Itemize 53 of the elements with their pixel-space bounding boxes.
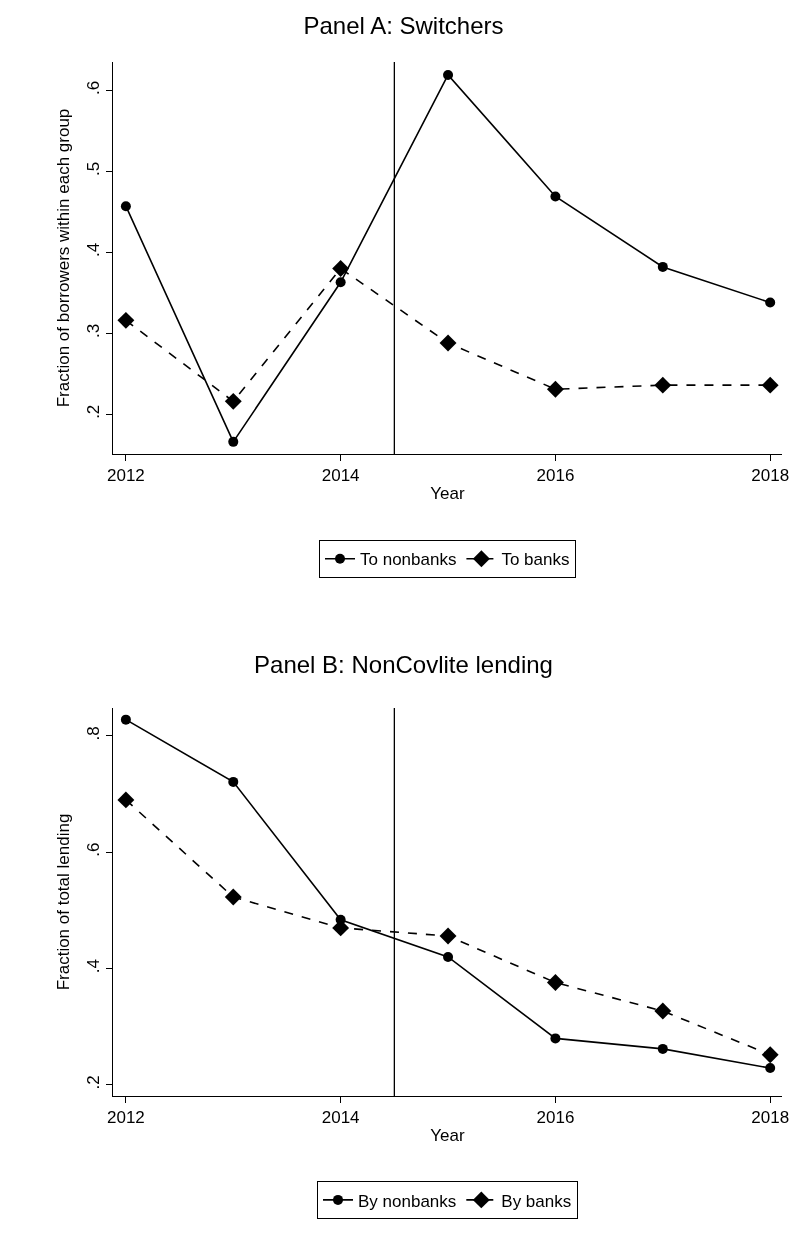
y-tick-label: .3: [84, 323, 104, 338]
x-tick-label: 2014: [321, 466, 360, 486]
point: [546, 380, 564, 398]
y-tick-label: .4: [84, 958, 104, 974]
x-axis-title: Year: [430, 1125, 466, 1145]
x-tick-label: 2018: [751, 466, 790, 486]
y-tick-label: .6: [84, 842, 104, 857]
point: [120, 201, 131, 212]
point: [439, 927, 457, 945]
point: [228, 776, 239, 787]
point: [546, 974, 564, 992]
point: [654, 1002, 672, 1020]
point: [761, 1046, 779, 1064]
point: [335, 277, 346, 288]
point: [657, 1043, 668, 1054]
x-axis-title: Year: [430, 483, 466, 503]
y-tick-label: .8: [84, 726, 104, 741]
x-tick-label: 2016: [536, 1108, 575, 1128]
point: [443, 69, 454, 80]
legend-label: To nonbanks: [360, 550, 457, 570]
point: [550, 191, 561, 202]
legend-label: By nonbanks: [358, 1191, 457, 1211]
y-tick-label: .5: [84, 161, 104, 176]
y-tick-label: .2: [84, 1075, 104, 1090]
legend-label: To banks: [501, 550, 570, 570]
y-axis-title: Fraction of total lending: [53, 813, 73, 991]
chart-title: Panel A: Switchers: [303, 11, 504, 39]
x-tick-label: 2018: [751, 1108, 790, 1128]
y-axis-title: Fraction of borrowers within each group: [53, 108, 73, 408]
legend-label: By banks: [501, 1191, 572, 1211]
point: [550, 1033, 561, 1044]
point: [120, 714, 131, 725]
point: [117, 791, 135, 809]
y-tick-label: .2: [84, 404, 104, 419]
x-tick-label: 2016: [536, 466, 575, 486]
y-tick-label: .4: [84, 242, 104, 257]
point: [654, 376, 672, 394]
point: [224, 888, 242, 906]
point: [657, 261, 668, 272]
chart-title: Panel B: NonCovlite lending: [254, 651, 553, 679]
y-tick-label: .6: [84, 80, 104, 95]
point: [765, 1063, 776, 1074]
point: [761, 376, 779, 394]
x-tick-label: 2012: [106, 466, 145, 486]
point: [224, 392, 242, 410]
x-tick-label: 2014: [321, 1108, 360, 1128]
point: [443, 951, 454, 962]
point: [765, 297, 776, 308]
x-tick-label: 2012: [106, 1108, 145, 1128]
point: [117, 311, 135, 329]
point: [439, 334, 457, 352]
point: [228, 436, 239, 447]
point: [332, 260, 350, 277]
